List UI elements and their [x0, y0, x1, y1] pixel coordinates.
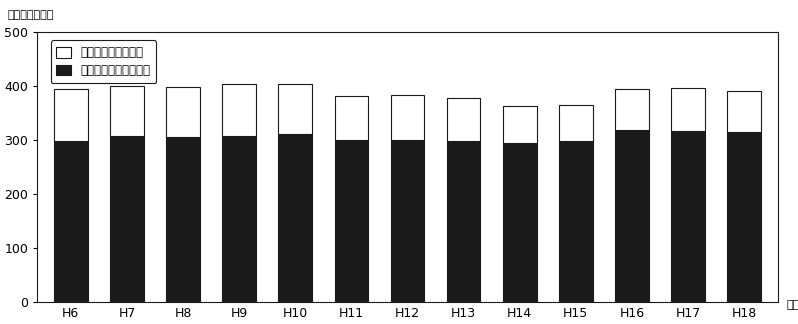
Bar [615, 130, 649, 302]
Bar [391, 95, 425, 140]
Bar [391, 140, 425, 302]
Bar [54, 141, 88, 302]
Bar [334, 96, 368, 140]
Bar [110, 136, 144, 302]
Bar [559, 105, 593, 141]
Bar [110, 86, 144, 136]
Bar [334, 140, 368, 302]
Bar [615, 89, 649, 130]
Bar [447, 98, 480, 141]
Legend: 特別に支給する手当, きまって支給する給与: 特別に支給する手当, きまって支給する給与 [50, 40, 156, 83]
Bar [727, 91, 761, 132]
Bar [727, 132, 761, 302]
Bar [503, 143, 536, 302]
Bar [503, 106, 536, 143]
Bar [166, 87, 200, 137]
Bar [166, 137, 200, 302]
Bar [559, 141, 593, 302]
Text: （年）: （年） [786, 300, 798, 309]
Bar [223, 84, 256, 136]
Bar [671, 88, 705, 131]
Bar [223, 136, 256, 302]
Bar [279, 84, 312, 134]
Bar [54, 89, 88, 141]
Bar [447, 141, 480, 302]
Text: （単位：千円）: （単位：千円） [8, 10, 54, 20]
Bar [279, 134, 312, 302]
Bar [671, 131, 705, 302]
